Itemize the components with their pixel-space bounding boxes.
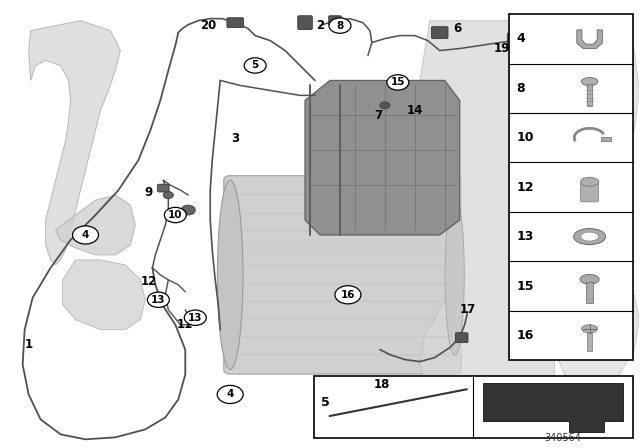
Text: 3: 3 [231, 132, 239, 145]
Text: 340564: 340564 [544, 433, 581, 443]
Circle shape [244, 58, 266, 73]
Polygon shape [29, 21, 120, 265]
Text: 4: 4 [227, 389, 234, 400]
Text: 6: 6 [454, 22, 462, 35]
Text: 16: 16 [340, 290, 355, 300]
Text: 13: 13 [188, 313, 202, 323]
FancyBboxPatch shape [157, 184, 169, 192]
Ellipse shape [581, 78, 598, 86]
Text: 8: 8 [516, 82, 525, 95]
FancyBboxPatch shape [580, 182, 598, 202]
Circle shape [72, 226, 99, 244]
Ellipse shape [218, 180, 243, 370]
Text: 20: 20 [200, 19, 216, 32]
FancyBboxPatch shape [508, 33, 522, 44]
Polygon shape [56, 195, 136, 255]
Circle shape [181, 205, 195, 215]
Text: 10: 10 [516, 131, 534, 144]
Text: 4: 4 [82, 230, 89, 240]
Text: 2: 2 [316, 19, 324, 32]
Circle shape [329, 18, 351, 33]
FancyBboxPatch shape [227, 18, 243, 27]
Text: 13: 13 [151, 295, 166, 305]
Text: 17: 17 [460, 303, 476, 316]
FancyBboxPatch shape [329, 16, 341, 26]
Polygon shape [577, 30, 602, 49]
Bar [601, 137, 611, 141]
Text: 14: 14 [406, 104, 423, 117]
Text: 4: 4 [516, 32, 525, 45]
Text: 11: 11 [177, 318, 193, 331]
Text: 7: 7 [394, 74, 402, 87]
Circle shape [335, 286, 361, 304]
FancyBboxPatch shape [224, 176, 461, 374]
Ellipse shape [445, 194, 464, 355]
Text: 13: 13 [516, 230, 534, 243]
Text: 10: 10 [168, 210, 182, 220]
Bar [586, 282, 593, 303]
Circle shape [184, 310, 206, 325]
Text: 1: 1 [24, 338, 33, 351]
Text: 15: 15 [516, 280, 534, 293]
FancyBboxPatch shape [431, 27, 448, 39]
Bar [587, 84, 592, 106]
Text: 8: 8 [337, 21, 344, 30]
Circle shape [164, 207, 186, 223]
Text: 18: 18 [374, 378, 390, 391]
Ellipse shape [582, 325, 598, 333]
Text: 9: 9 [144, 185, 152, 198]
Circle shape [217, 385, 243, 404]
Polygon shape [483, 383, 623, 432]
Circle shape [163, 192, 173, 198]
Text: 15: 15 [390, 78, 405, 87]
Text: 5: 5 [252, 60, 259, 70]
Circle shape [147, 292, 170, 307]
Bar [509, 14, 633, 360]
Ellipse shape [580, 275, 599, 284]
Bar [587, 333, 592, 351]
Ellipse shape [580, 177, 598, 186]
Text: 19: 19 [493, 42, 510, 55]
Text: 7: 7 [374, 109, 382, 122]
FancyBboxPatch shape [456, 333, 468, 343]
Text: 12: 12 [140, 276, 157, 289]
Ellipse shape [573, 228, 605, 245]
Text: 12: 12 [516, 181, 534, 194]
Polygon shape [63, 260, 145, 330]
Polygon shape [305, 81, 460, 235]
Text: 16: 16 [516, 329, 534, 342]
Circle shape [387, 75, 409, 90]
Polygon shape [420, 21, 554, 424]
Ellipse shape [580, 232, 598, 241]
Polygon shape [547, 21, 639, 389]
Bar [314, 376, 633, 439]
FancyBboxPatch shape [298, 16, 312, 30]
Circle shape [380, 102, 390, 109]
Text: 5: 5 [321, 396, 330, 409]
